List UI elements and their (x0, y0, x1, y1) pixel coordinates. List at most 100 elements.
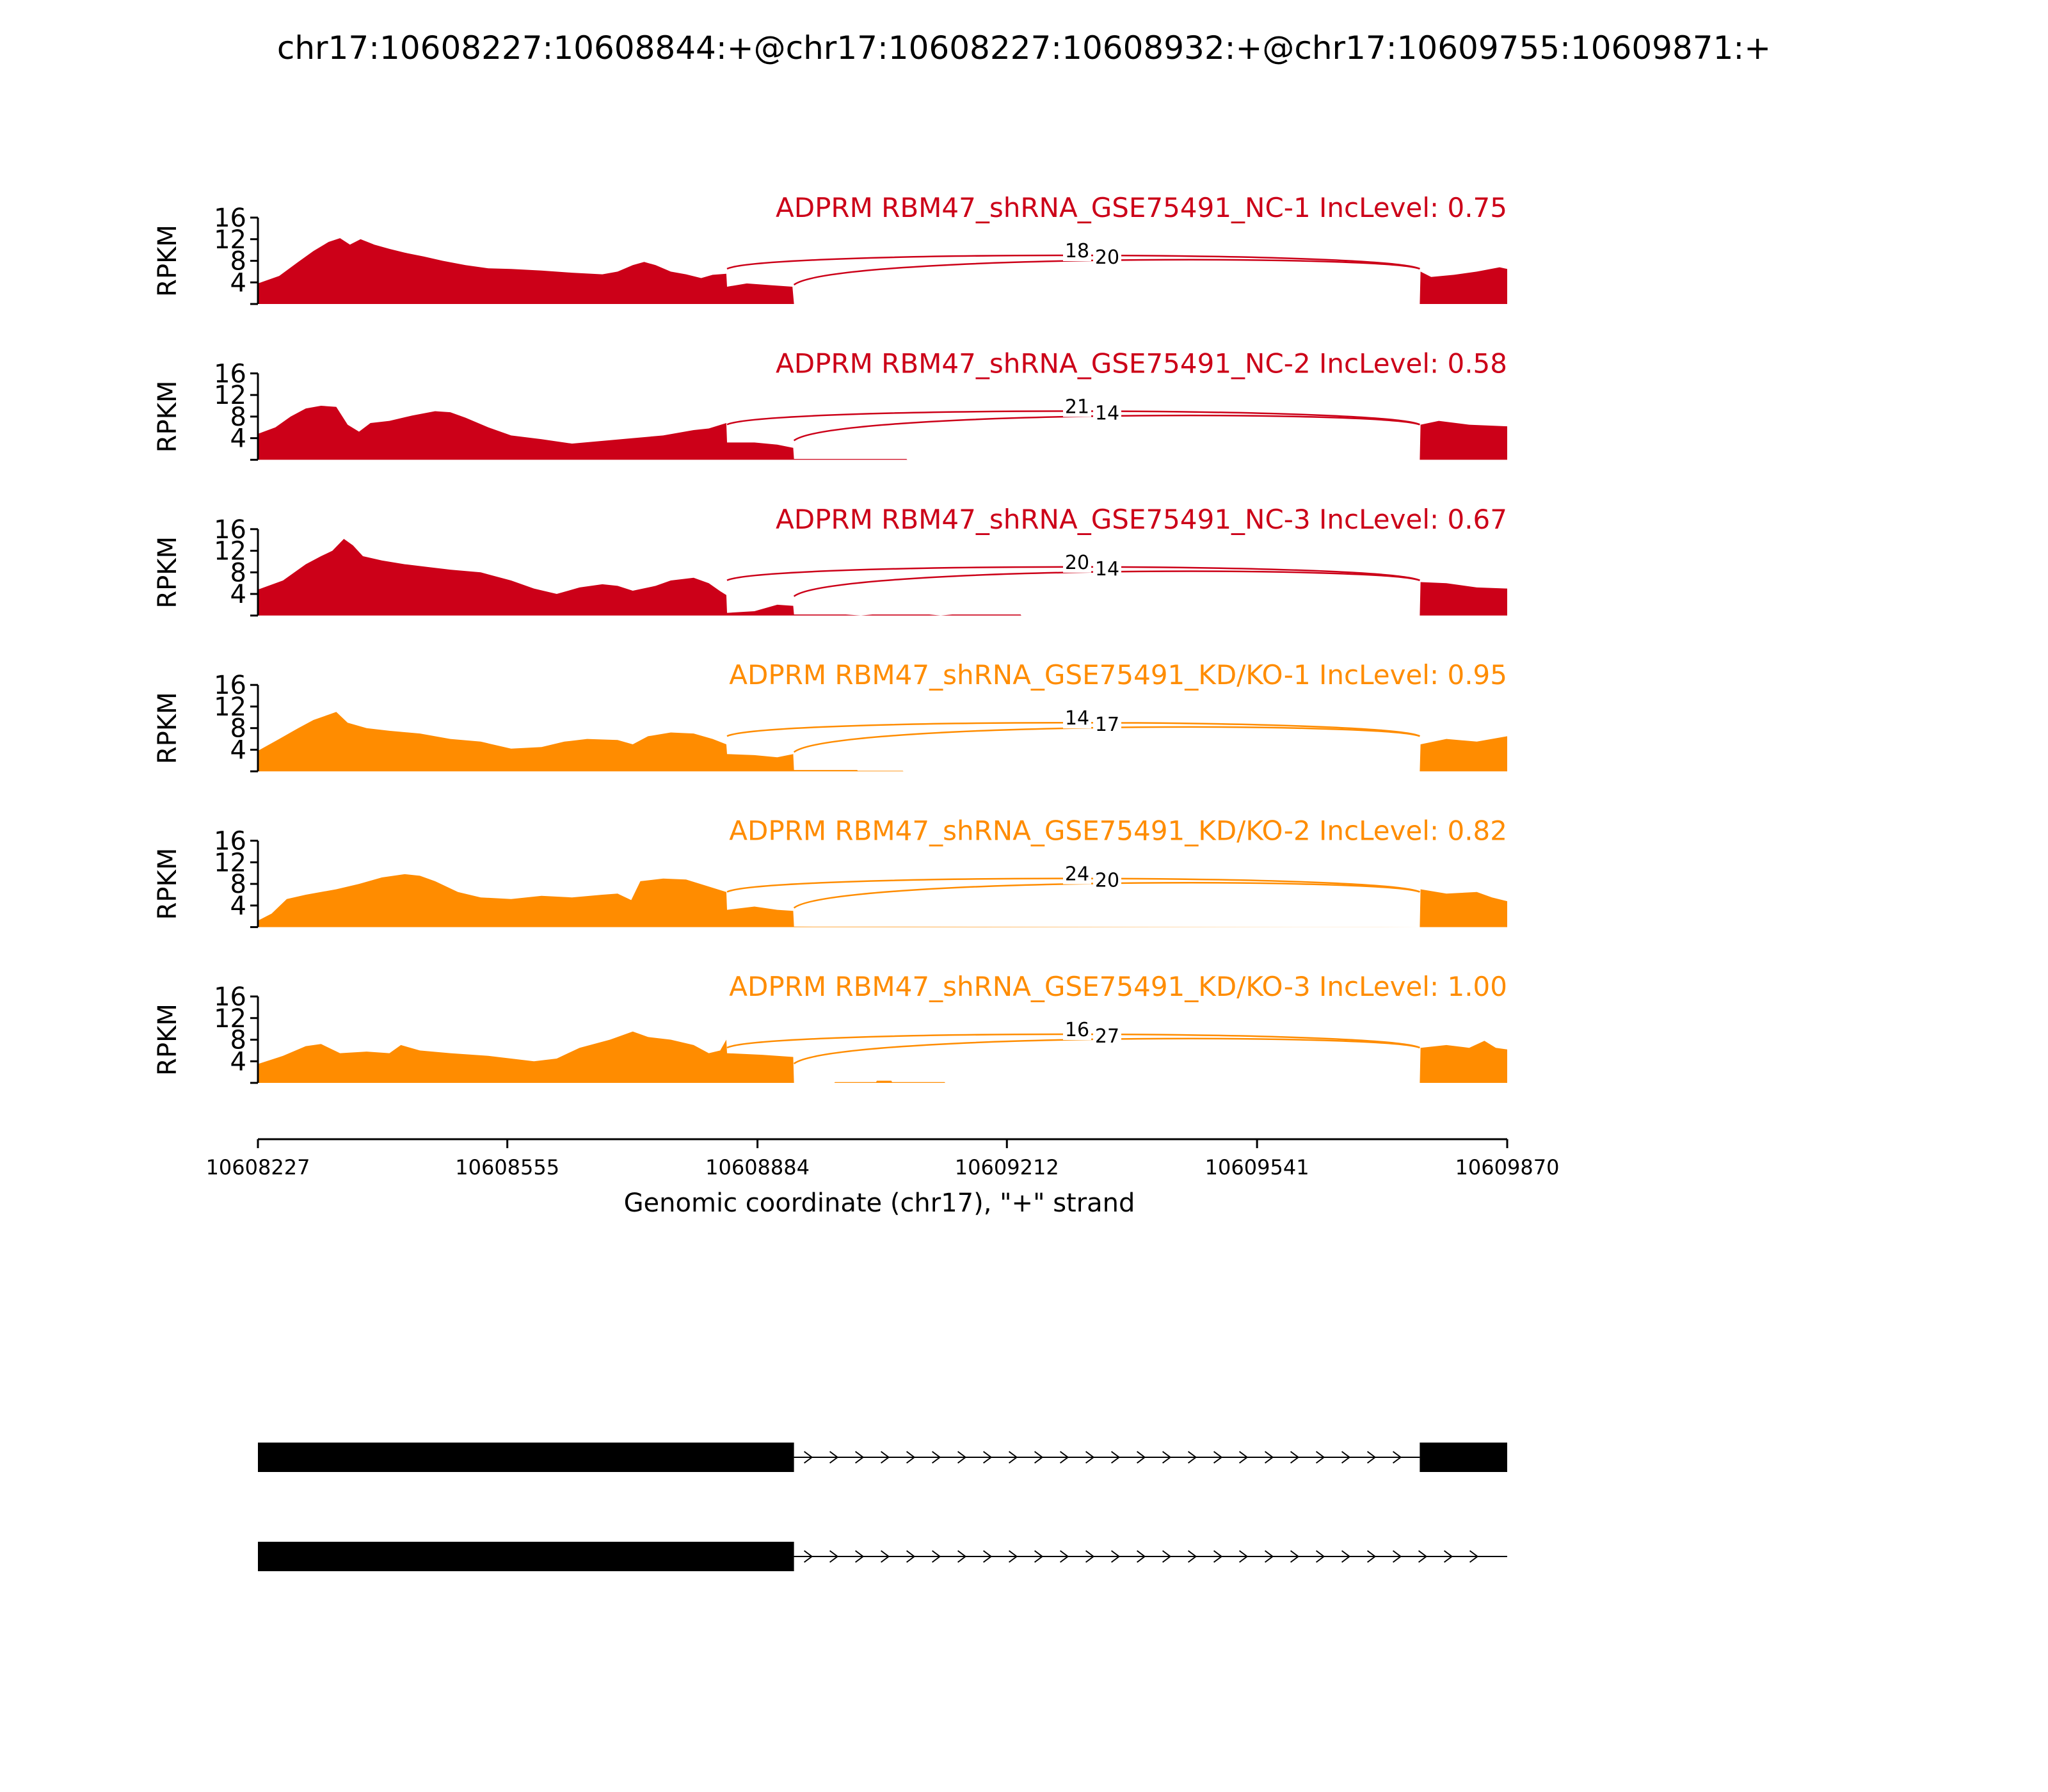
y-tick-label: 16 (214, 827, 246, 856)
gene-model-track (258, 1443, 1507, 1571)
strand-arrow (1008, 1550, 1018, 1563)
x-tick-label: 10608884 (705, 1155, 810, 1180)
junction-count-label: 14 (1095, 558, 1119, 580)
junction-count-bg (1063, 396, 1091, 417)
strand-arrow (1085, 1550, 1095, 1563)
strand-arrow (906, 1550, 916, 1563)
strand-arrow (1290, 1451, 1300, 1464)
junction-count-label: 16 (1065, 1019, 1089, 1041)
strand-arrow (931, 1550, 941, 1563)
y-tick-label: 16 (214, 982, 246, 1012)
x-axis-label: Genomic coordinate (chr17), "+" strand (624, 1188, 1135, 1218)
strand-arrow (1264, 1550, 1274, 1563)
strand-arrow (1213, 1451, 1223, 1464)
coverage-area (258, 712, 1507, 772)
y-tick-label: 8 (230, 247, 246, 276)
junction-count-bg (1063, 552, 1091, 573)
strand-arrow (1290, 1550, 1300, 1563)
junction-count-bg (1093, 1026, 1121, 1046)
junction-count-bg (1093, 558, 1121, 579)
strand-arrow (1187, 1451, 1197, 1464)
y-tick-label: 12 (214, 1004, 246, 1034)
y-axis-label: RPKM (153, 381, 182, 453)
strand-arrow (1341, 1451, 1351, 1464)
transcript (258, 1542, 1507, 1571)
x-axis: 10608227 10608555 10608884 10609212 10609541… (206, 1138, 1560, 1180)
strand-arrow (957, 1550, 967, 1563)
strand-arrow (1469, 1550, 1479, 1563)
strand-arrow (1008, 1451, 1018, 1464)
strand-arrow (1315, 1550, 1325, 1563)
junction-count-label: 14 (1065, 707, 1089, 730)
exon-block (258, 1443, 794, 1472)
strand-arrow (1136, 1451, 1146, 1464)
y-tick-label: 4 (230, 268, 246, 298)
strand-arrow (1162, 1550, 1172, 1563)
junction-count-bg (1063, 1020, 1091, 1040)
coverage-area (258, 406, 1507, 460)
y-tick-label: 8 (230, 558, 246, 588)
y-tick-label: 4 (230, 1047, 246, 1076)
junction-count-bg (1093, 714, 1121, 735)
coverage-area (258, 539, 1507, 616)
strand-arrow (1341, 1550, 1351, 1563)
y-tick-label: 4 (230, 735, 246, 765)
strand-arrow (1085, 1451, 1095, 1464)
y-tick-label: 12 (214, 537, 246, 566)
x-tick-label: 10609212 (955, 1155, 1059, 1180)
junction-count-bg (1093, 403, 1121, 424)
junction-count-label: 18 (1065, 240, 1089, 262)
y-tick-label: 12 (214, 381, 246, 410)
strand-arrow (880, 1550, 890, 1563)
strand-arrow (1110, 1550, 1121, 1563)
strand-arrow (1238, 1550, 1249, 1563)
junction-count-label: 17 (1095, 714, 1119, 736)
strand-arrow (1392, 1550, 1402, 1563)
strand-arrow (1418, 1550, 1428, 1563)
y-tick-label: 4 (230, 892, 246, 921)
y-tick-label: 8 (230, 1026, 246, 1055)
series-label: ADPRM RBM47_shRNA_GSE75491_NC-1 IncLevel… (776, 192, 1507, 223)
strand-arrow (880, 1451, 890, 1464)
x-tick-label: 10609870 (1455, 1155, 1560, 1180)
x-tick-label: 10608227 (206, 1155, 310, 1180)
strand-arrow (1059, 1451, 1069, 1464)
strand-arrow (1392, 1451, 1402, 1464)
y-tick-label: 16 (214, 204, 246, 233)
strand-arrow (1213, 1550, 1223, 1563)
y-axis-label: RPKM (153, 536, 182, 609)
junction-count-label: 20 (1095, 246, 1119, 269)
coverage-area (258, 1031, 1507, 1083)
y-axis-label: RPKM (153, 225, 182, 297)
x-tick-label: 10609541 (1205, 1155, 1309, 1180)
coverage-area (258, 874, 1507, 927)
junction-count-label: 27 (1095, 1025, 1119, 1048)
strand-arrow (1366, 1451, 1377, 1464)
junction-count-bg (1063, 708, 1091, 729)
y-tick-label: 12 (214, 225, 246, 255)
y-tick-label: 8 (230, 714, 246, 744)
strand-arrow (1238, 1451, 1249, 1464)
strand-arrow (982, 1550, 993, 1563)
junction-count-label: 20 (1065, 552, 1089, 574)
junction-count-bg (1063, 863, 1091, 884)
strand-arrow (1264, 1451, 1274, 1464)
strand-arrow (1366, 1550, 1377, 1563)
strand-arrow (803, 1550, 813, 1563)
y-tick-label: 4 (230, 580, 246, 609)
junction-count-bg (1063, 241, 1091, 261)
series-label: ADPRM RBM47_shRNA_GSE75491_KD/KO-1 IncLe… (729, 659, 1507, 691)
strand-arrow (1034, 1451, 1044, 1464)
strand-arrow (854, 1451, 865, 1464)
transcript (258, 1443, 1507, 1472)
y-tick-label: 4 (230, 424, 246, 454)
strand-arrow (1187, 1550, 1197, 1563)
junction-count-bg (1093, 247, 1121, 268)
exon-block (1420, 1443, 1507, 1472)
